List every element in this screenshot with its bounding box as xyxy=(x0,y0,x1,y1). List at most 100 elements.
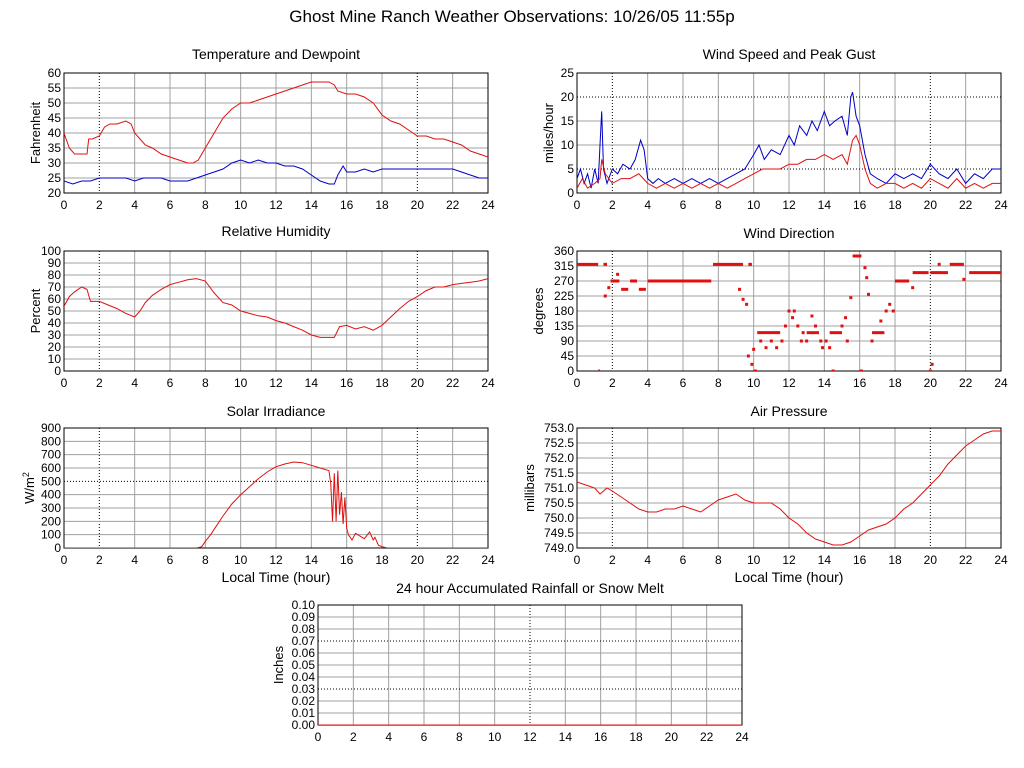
y-tick-label: 0 xyxy=(567,186,574,200)
series-line-red xyxy=(577,134,1001,189)
x-tick-label: 14 xyxy=(818,376,832,390)
x-tick-label: 16 xyxy=(853,198,867,212)
y-tick-label: 225 xyxy=(554,289,574,303)
wind-direction-point xyxy=(769,339,773,343)
y-tick-label: 749.0 xyxy=(544,541,574,555)
wind-direction-point xyxy=(738,287,742,291)
x-tick-label: 6 xyxy=(680,376,687,390)
x-tick-label: 18 xyxy=(888,376,902,390)
y-tick-label: 0.07 xyxy=(292,634,316,648)
x-tick-label: 8 xyxy=(715,553,722,567)
wind-direction-point xyxy=(911,286,915,290)
series-line-blue xyxy=(64,159,488,185)
y-tick-label: 752.0 xyxy=(544,451,574,465)
wind-direction-point xyxy=(845,339,849,343)
x-tick-label: 24 xyxy=(735,730,749,744)
wind-direction-point xyxy=(780,339,784,343)
x-tick-label: 14 xyxy=(305,376,319,390)
x-tick-label: 18 xyxy=(375,553,389,567)
wind-direction-point xyxy=(799,339,803,343)
wind-direction-point xyxy=(937,262,941,266)
y-tick-label: 600 xyxy=(41,461,61,475)
x-tick-label: 4 xyxy=(644,376,651,390)
y-tick-label: 40 xyxy=(48,316,62,330)
y-tick-label: 55 xyxy=(48,81,62,95)
wind-direction-point xyxy=(863,266,867,270)
x-tick-label: 4 xyxy=(644,198,651,212)
x-tick-label: 10 xyxy=(234,376,248,390)
wind-direction-point xyxy=(840,324,844,328)
x-tick-label: 16 xyxy=(853,553,867,567)
series-line-red xyxy=(64,461,488,548)
wind-direction-point xyxy=(928,369,932,371)
series-line-red xyxy=(577,430,1001,546)
x-tick-label: 12 xyxy=(523,730,537,744)
plot-frame xyxy=(576,250,1002,372)
wind-direction-point xyxy=(752,347,756,351)
y-tick-label: 270 xyxy=(554,274,574,288)
x-tick-label: 18 xyxy=(375,198,389,212)
y-tick-label: 25 xyxy=(561,66,575,80)
y-tick-label: 500 xyxy=(41,474,61,488)
y-tick-label: 0 xyxy=(54,364,61,378)
wind-direction-point xyxy=(741,297,745,301)
plot-frame xyxy=(576,427,1002,549)
x-tick-label: 16 xyxy=(594,730,608,744)
x-tick-label: 22 xyxy=(959,553,973,567)
x-tick-label: 0 xyxy=(574,376,581,390)
x-tick-label: 12 xyxy=(782,376,796,390)
y-axis-label: miles/hour xyxy=(541,102,556,163)
x-tick-label: 20 xyxy=(411,198,425,212)
x-tick-label: 24 xyxy=(994,553,1008,567)
x-tick-label: 2 xyxy=(96,553,103,567)
x-tick-label: 16 xyxy=(340,198,354,212)
wind-direction-point xyxy=(824,339,828,343)
y-axis-label: Inches xyxy=(271,645,286,684)
y-tick-label: 180 xyxy=(554,304,574,318)
wind-direction-point xyxy=(828,346,832,350)
y-tick-label: 0 xyxy=(567,364,574,378)
y-tick-label: 0.00 xyxy=(292,718,316,732)
wind-direction-point xyxy=(884,309,888,313)
x-tick-label: 6 xyxy=(167,553,174,567)
x-tick-label: 4 xyxy=(131,553,138,567)
wind-direction-point xyxy=(867,292,870,296)
x-tick-label: 16 xyxy=(340,553,354,567)
y-tick-label: 300 xyxy=(41,501,61,515)
y-tick-label: 45 xyxy=(561,349,575,363)
wind-direction-point xyxy=(792,309,796,313)
wind-direction-point xyxy=(859,369,863,371)
y-tick-label: 315 xyxy=(554,259,574,273)
y-tick-label: 80 xyxy=(48,268,62,282)
x-tick-label: 8 xyxy=(715,198,722,212)
y-tick-label: 135 xyxy=(554,319,574,333)
y-tick-label: 750.5 xyxy=(544,496,574,510)
page-title: Ghost Mine Ranch Weather Observations: 1… xyxy=(289,7,735,26)
y-tick-label: 0.09 xyxy=(292,610,316,624)
wind-direction-point xyxy=(787,309,791,313)
x-tick-label: 6 xyxy=(680,553,687,567)
y-tick-label: 200 xyxy=(41,514,61,528)
y-tick-label: 10 xyxy=(561,138,575,152)
wind-direction-point xyxy=(821,346,825,350)
wind-direction-point xyxy=(783,324,787,328)
x-tick-label: 4 xyxy=(644,553,651,567)
series-group xyxy=(64,461,488,548)
y-tick-label: 45 xyxy=(48,111,62,125)
chart-title: Wind Speed and Peak Gust xyxy=(703,46,876,62)
y-tick-label: 360 xyxy=(554,244,574,258)
y-tick-label: 0.03 xyxy=(292,682,316,696)
y-tick-label: 30 xyxy=(48,156,62,170)
x-tick-label: 4 xyxy=(385,730,392,744)
x-tick-label: 18 xyxy=(629,730,643,744)
wind-direction-point xyxy=(801,331,805,335)
x-tick-label: 8 xyxy=(202,198,209,212)
x-tick-label: 22 xyxy=(446,376,460,390)
x-tick-label: 22 xyxy=(446,198,460,212)
y-tick-label: 749.5 xyxy=(544,526,574,540)
wind-direction-point xyxy=(930,362,934,366)
y-tick-label: 800 xyxy=(41,434,61,448)
